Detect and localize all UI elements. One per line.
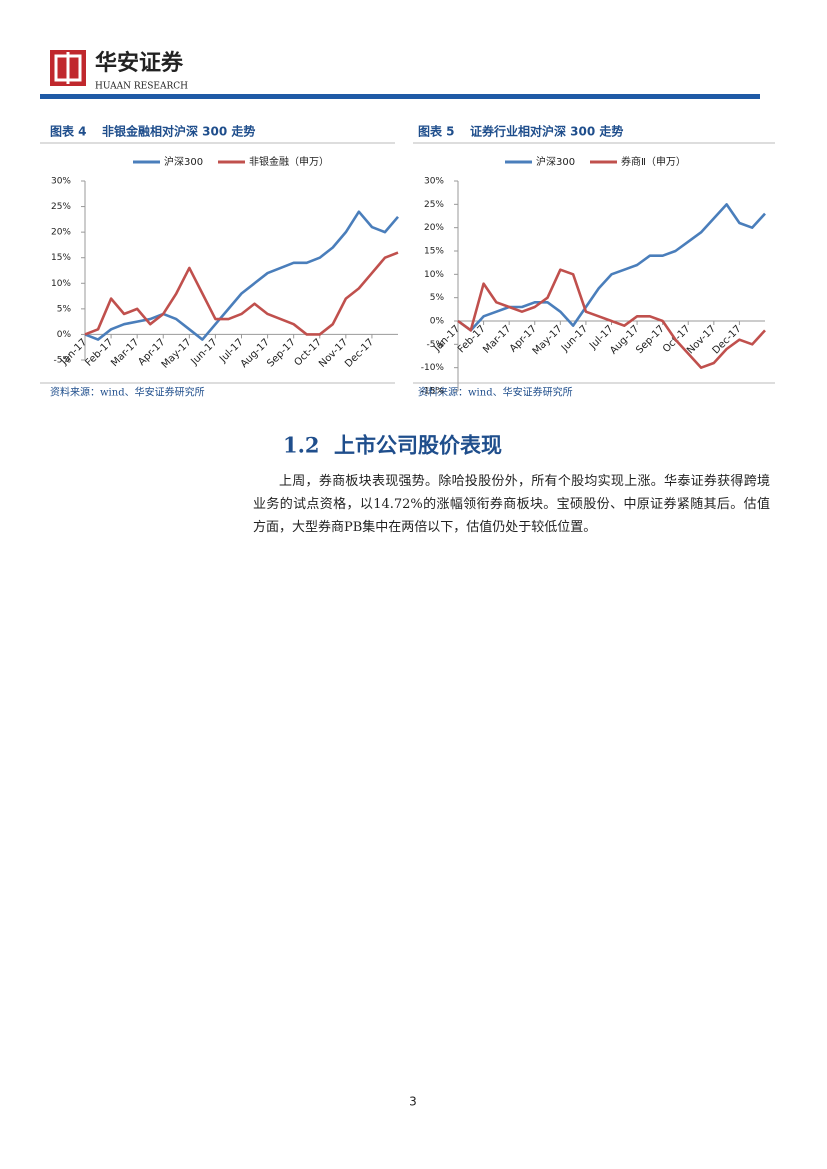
chart-label: 图表 5 xyxy=(418,124,455,139)
header-bar xyxy=(40,94,760,99)
legend-label: 非银金融（申万） xyxy=(249,155,329,168)
series-line xyxy=(84,210,399,341)
y-tick-label: 0% xyxy=(57,330,72,340)
x-tick-label: Sep-17 xyxy=(634,323,667,356)
y-tick-label: -5% xyxy=(53,356,71,366)
legend-label: 沪深300 xyxy=(164,155,203,168)
y-tick-label: 10% xyxy=(424,270,444,280)
x-tick-label: Jun-17 xyxy=(559,323,590,354)
section-title: 上市公司股价表现 xyxy=(334,433,502,458)
y-tick-label: 30% xyxy=(424,177,444,187)
chart-title: 非银金融相对沪深 300 走势 xyxy=(102,124,255,139)
y-tick-label: 10% xyxy=(51,279,71,289)
y-tick-label: -5% xyxy=(426,340,444,350)
x-tick-label: Aug-17 xyxy=(239,337,272,370)
x-tick-label: Mar-17 xyxy=(109,337,141,369)
y-tick-label: 15% xyxy=(424,247,444,257)
y-tick-label: 0% xyxy=(430,317,445,327)
series-line xyxy=(84,251,399,336)
y-tick-label: 25% xyxy=(424,200,444,210)
y-tick-label: 20% xyxy=(424,223,444,233)
legend-label: 沪深300 xyxy=(536,155,575,168)
brand: 华安证券 xyxy=(95,50,184,76)
section-number: 1.2 xyxy=(283,433,320,458)
y-tick-label: 30% xyxy=(51,177,71,187)
series-line xyxy=(457,203,766,332)
chart-label: 图表 4 xyxy=(50,124,87,139)
brand-en: HUAAN RESEARCH xyxy=(95,82,188,92)
y-tick-label: 15% xyxy=(51,253,71,263)
y-tick-label: -10% xyxy=(421,363,445,373)
y-tick-label: 20% xyxy=(51,228,71,238)
x-tick-label: Sep-17 xyxy=(265,337,298,370)
series-line xyxy=(457,268,766,369)
paragraph: 上周，券商板块表现强势。除哈投股份外，所有个股均实现上涨。华泰证券获得跨境业务的… xyxy=(253,474,770,535)
x-tick-label: May-17 xyxy=(160,337,194,371)
chart-title: 证券行业相对沪深 300 走势 xyxy=(470,124,623,139)
chart-source: 资料来源：wind、华安证券研究所 xyxy=(50,386,205,399)
chart-source: 资料来源：wind、华安证券研究所 xyxy=(418,386,573,399)
legend-label: 券商Ⅱ（申万） xyxy=(621,155,686,168)
y-tick-label: 5% xyxy=(57,304,72,314)
x-tick-label: Jun-17 xyxy=(189,337,220,368)
page-number: 3 xyxy=(409,1095,417,1109)
x-tick-label: Mar-17 xyxy=(481,323,513,355)
y-tick-label: -15% xyxy=(421,387,445,397)
x-tick-label: Dec-17 xyxy=(343,337,376,370)
y-tick-label: 5% xyxy=(430,293,445,303)
y-tick-label: 25% xyxy=(51,202,71,212)
